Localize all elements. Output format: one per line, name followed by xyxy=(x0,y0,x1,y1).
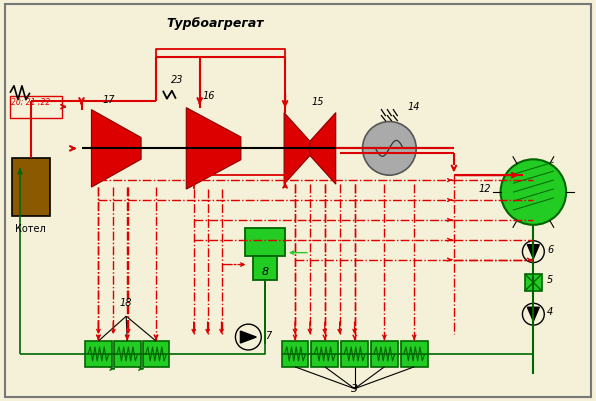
Polygon shape xyxy=(91,109,141,187)
Text: 17: 17 xyxy=(102,95,114,105)
Polygon shape xyxy=(310,113,336,184)
Polygon shape xyxy=(527,245,539,259)
Text: Турбоагрегат: Турбоагрегат xyxy=(167,17,264,30)
Text: 23: 23 xyxy=(171,75,184,85)
Text: 14: 14 xyxy=(407,101,420,111)
Bar xyxy=(341,340,368,367)
Bar xyxy=(401,340,427,367)
Circle shape xyxy=(501,159,566,225)
Polygon shape xyxy=(187,107,241,189)
Text: 4: 4 xyxy=(547,307,554,317)
Text: 3: 3 xyxy=(351,384,358,394)
Polygon shape xyxy=(240,331,256,343)
Bar xyxy=(114,340,141,367)
Text: 20; 21 ;22: 20; 21 ;22 xyxy=(11,98,50,107)
Bar xyxy=(311,340,338,367)
Bar xyxy=(282,340,308,367)
Text: 5: 5 xyxy=(547,275,554,286)
Polygon shape xyxy=(284,113,310,184)
Text: 18: 18 xyxy=(120,298,132,308)
Text: Котел: Котел xyxy=(15,224,46,234)
Bar xyxy=(85,340,112,367)
Circle shape xyxy=(362,122,416,175)
Text: 6: 6 xyxy=(547,245,554,255)
Bar xyxy=(10,96,61,117)
Text: 8: 8 xyxy=(262,267,269,277)
Bar xyxy=(246,228,285,255)
Text: 12: 12 xyxy=(478,184,491,194)
Bar xyxy=(142,340,169,367)
Bar xyxy=(525,274,542,291)
Bar xyxy=(12,158,49,216)
Bar xyxy=(371,340,398,367)
Text: 7: 7 xyxy=(265,331,272,341)
Text: 15: 15 xyxy=(312,97,324,107)
Bar xyxy=(253,255,277,280)
Text: 16: 16 xyxy=(203,91,215,101)
Polygon shape xyxy=(527,307,539,321)
